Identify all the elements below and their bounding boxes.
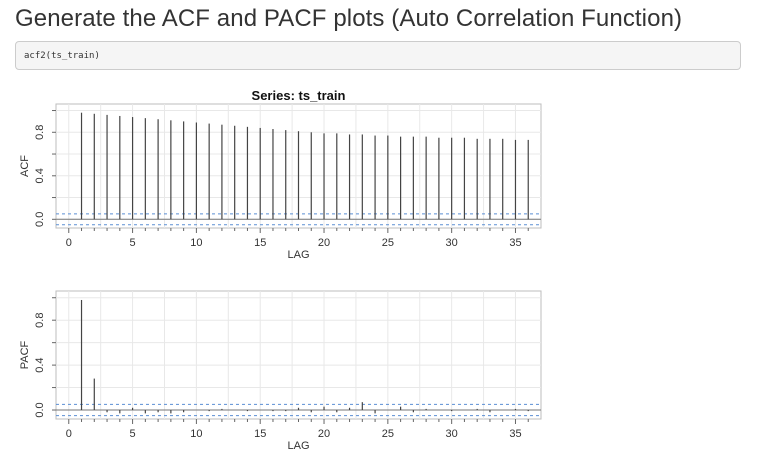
pacf-x-tick-label: 0: [66, 428, 72, 440]
acf-x-tick-label: 25: [382, 237, 394, 249]
acf-y-tick-label: 0.8: [34, 125, 46, 140]
pacf-plot-area: [55, 290, 542, 420]
pacf-y-axis-label: PACF: [19, 340, 31, 369]
pacf-x-tick-label: 10: [190, 428, 202, 440]
acf-x-tick-label: 5: [130, 237, 136, 249]
section-heading: Generate the ACF and PACF plots (Auto Co…: [15, 5, 683, 32]
pacf-x-tick-label: 15: [254, 428, 266, 440]
acf-x-tick-label: 10: [190, 237, 202, 249]
acf-pacf-svg: 0 5 10 15 20 25 30 35 LAG 0.0 0.4 0.8 ACF Series: ts_…: [19, 88, 542, 452]
acf-x-tick-label: 30: [446, 237, 458, 249]
pacf-x-tick-label: 5: [130, 428, 136, 440]
acf-y-tick-label: 0.0: [34, 212, 46, 227]
acf-x-tick-label: 35: [509, 237, 521, 249]
pacf-x-axis-label: LAG: [287, 440, 309, 452]
acf-y-axis-label: ACF: [19, 155, 31, 177]
acf-y-tick-label: 0.4: [34, 168, 46, 183]
acf-x-axis-label: LAG: [287, 249, 309, 261]
code-cell[interactable]: acf2(ts_train): [15, 41, 741, 70]
pacf-x-tick-label: 35: [509, 428, 521, 440]
acf-x-tick-label: 20: [318, 237, 330, 249]
acf-x-tick-label: 0: [66, 237, 72, 249]
pacf-x-tick-label: 20: [318, 428, 330, 440]
pacf-x-tick-label: 25: [382, 428, 394, 440]
acf-title: Series: ts_train: [252, 88, 346, 103]
acf-pacf-figure: 0 5 10 15 20 25 30 35 LAG 0.0 0.4 0.8 ACF Series: ts_…: [0, 80, 560, 468]
pacf-y-tick-label: 0.8: [34, 313, 46, 328]
pacf-y-tick-label: 0.4: [34, 357, 46, 372]
acf-x-tick-label: 15: [254, 237, 266, 249]
pacf-y-tick-label: 0.0: [34, 402, 46, 417]
pacf-x-tick-label: 30: [446, 428, 458, 440]
